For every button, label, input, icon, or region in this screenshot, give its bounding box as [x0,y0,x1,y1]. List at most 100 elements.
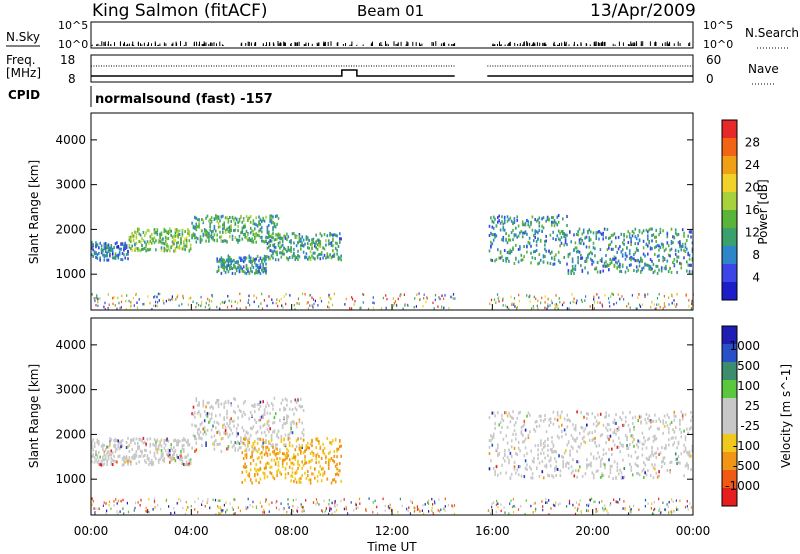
scatter-cell [577,256,579,259]
scatter-cell [662,243,664,247]
scatter-cell [247,238,249,242]
scatter-cell [302,238,305,242]
scatter-cell [272,403,274,407]
scatter-cell [520,431,523,435]
scatter-cell [131,248,133,252]
scatter-cell [587,229,589,233]
scatter-cell [219,219,221,223]
ground-scatter-cell [629,505,631,508]
scatter-cell [557,250,560,254]
ground-scatter-cell [233,512,235,516]
scatter-cell [597,469,599,473]
scatter-cell [91,253,93,257]
scatter-cell [509,414,512,418]
scatter-cell [635,259,638,263]
scatter-cell [612,420,614,424]
nsky-bar [196,41,198,46]
ground-scatter-cell [654,507,656,511]
ground-scatter-cell [192,300,194,303]
nsky-bar [97,43,99,46]
scatter-cell [272,430,274,434]
scatter-cell [93,460,96,464]
scatter-cell [298,235,301,238]
ground-scatter-cell [495,301,497,304]
scatter-cell [146,248,149,251]
nsky-bar [559,43,560,46]
scatter-cell [195,222,198,226]
scatter-cell [319,252,322,256]
scatter-cell [663,456,666,460]
scatter-cell [688,271,691,275]
scatter-cell [273,452,276,456]
nsky-bar [308,42,309,46]
scatter-cell [628,256,631,260]
scatter-cell [185,440,188,444]
scatter-cell [99,241,101,245]
scatter-cell [256,457,259,461]
scatter-cell [541,459,544,463]
scatter-cell [242,217,245,221]
scatter-cell [241,480,244,484]
scatter-cell [673,441,676,445]
scatter-cell [579,432,581,435]
ground-scatter-cell [275,501,277,504]
scatter-cell [523,245,525,248]
scatter-cell [680,244,683,248]
ground-scatter-cell [392,297,394,300]
scatter-cell [679,242,681,246]
scatter-cell [488,234,491,237]
colorbar-swatch [722,326,737,344]
nsky-bar [580,42,582,46]
scatter-cell [265,235,267,239]
scatter-cell [286,256,288,260]
scatter-cell [587,255,589,259]
scatter-cell [601,457,603,461]
scatter-cell [651,452,653,456]
scatter-cell [605,264,607,268]
scatter-cell [276,471,278,475]
scatter-cell [592,260,595,264]
scatter-cell [605,452,607,456]
ground-scatter-cell [263,511,265,514]
scatter-cell [638,260,641,264]
scatter-cell [145,242,147,246]
scatter-cell [506,241,509,245]
ground-scatter-cell [544,306,546,310]
ground-scatter-cell [157,504,159,507]
scatter-cell [241,258,244,262]
scatter-cell [216,421,218,424]
scatter-cell [631,422,634,426]
nsky-bar [536,42,538,46]
scatter-cell [652,466,655,470]
ground-scatter-cell [667,505,669,509]
scatter-cell [560,241,563,245]
scatter-cell [307,238,309,242]
scatter-cell [293,420,295,424]
ground-scatter-cell [91,503,93,506]
ground-scatter-cell [653,508,655,512]
scatter-cell [114,252,117,256]
scatter-cell [229,426,231,430]
scatter-cell [93,252,96,256]
scatter-cell [608,458,610,462]
scatter-cell [649,454,652,458]
scatter-cell [206,233,209,236]
colorbar-swatch [722,344,737,362]
scatter-cell [217,259,220,263]
scatter-cell [163,441,166,445]
scatter-cell [107,250,110,253]
scatter-cell [544,417,546,421]
scatter-cell [512,247,514,251]
ground-scatter-cell [621,295,623,298]
ground-scatter-cell [157,292,159,296]
scatter-cell [595,231,598,235]
scatter-cell [270,458,273,462]
scatter-cell [245,456,248,460]
ground-scatter-cell [500,509,502,513]
scatter-cell [594,440,596,444]
scatter-cell [562,217,564,221]
scatter-cell [548,249,550,253]
scatter-cell [655,245,657,249]
scatter-cell [261,259,263,263]
scatter-cell [252,447,255,451]
